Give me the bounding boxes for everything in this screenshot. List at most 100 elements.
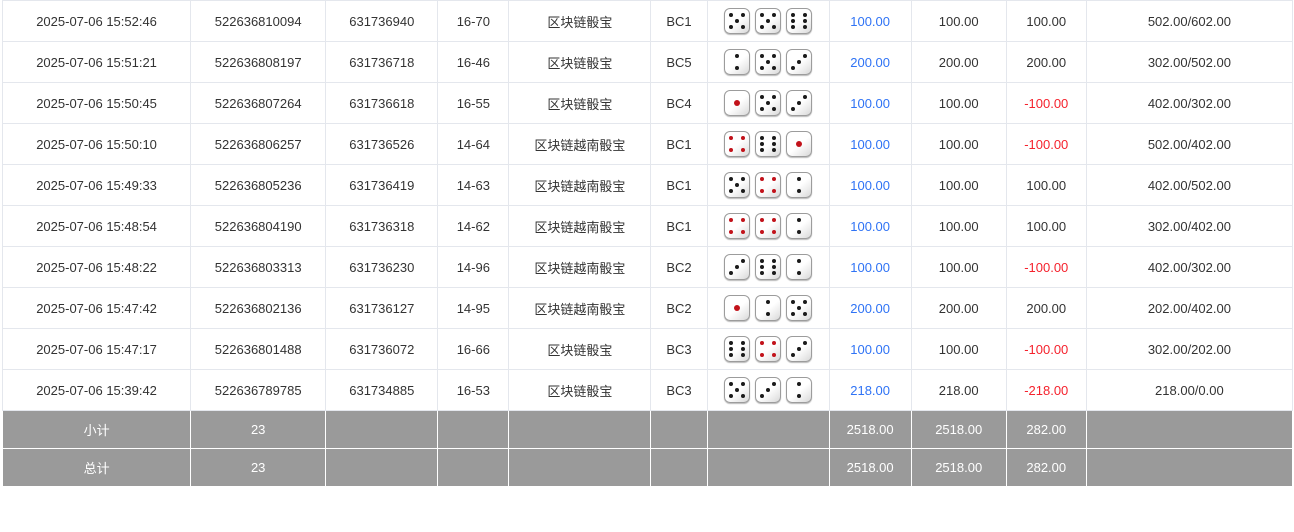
die-pip — [735, 54, 740, 58]
die-pip — [803, 13, 808, 17]
cell-bet-time: 2025-07-06 15:50:10 — [1, 123, 192, 165]
die-pip — [729, 382, 734, 386]
die-pip — [766, 312, 771, 316]
die-pip — [772, 382, 777, 386]
die-pip — [772, 13, 777, 17]
die-pip — [772, 177, 777, 181]
cell-balance: 402.00/302.00 — [1085, 246, 1294, 288]
summary-total-row: 总计 23 2518.00 2518.00 282.00 — [1, 448, 1294, 487]
summary-win-loss: 282.00 — [1005, 410, 1087, 449]
cell-valid-amount: 100.00 — [910, 328, 1007, 370]
die-pip — [729, 218, 734, 222]
die-pip — [803, 312, 808, 316]
summary-empty-code — [650, 448, 708, 487]
table-row[interactable]: 2025-07-06 15:47:17 522636801488 631736072… — [1, 328, 1294, 370]
cell-dice-result — [706, 328, 830, 370]
die-pip — [760, 265, 765, 269]
summary-empty-table — [437, 448, 510, 487]
table-row[interactable]: 2025-07-06 15:39:42 522636789785 631734885… — [1, 369, 1294, 411]
die-pip — [729, 25, 734, 29]
die-pip — [803, 54, 808, 58]
summary-bet-amount: 2518.00 — [828, 448, 912, 487]
die-pip — [760, 271, 765, 275]
cell-bet-amount: 100.00 — [828, 0, 912, 42]
die-pip — [741, 341, 746, 345]
summary-subtotal-row: 小计 23 2518.00 2518.00 282.00 — [1, 410, 1294, 449]
die-pip — [741, 382, 746, 386]
cell-round-no: 631736618 — [325, 82, 439, 124]
cell-valid-amount: 218.00 — [910, 369, 1007, 411]
die-face-5 — [724, 172, 751, 198]
die-face-5 — [755, 90, 782, 116]
die-face-3 — [786, 90, 813, 116]
table-row[interactable]: 2025-07-06 15:50:10 522636806257 631736526… — [1, 123, 1294, 165]
cell-balance: 402.00/302.00 — [1085, 82, 1294, 124]
bet-records-table: 2025-07-06 15:52:46 522636810094 631736940… — [1, 0, 1294, 487]
dice-group — [714, 8, 823, 34]
die-pip — [772, 66, 777, 70]
cell-bet-amount: 100.00 — [828, 328, 912, 370]
die-pip — [760, 66, 765, 70]
die-face-2 — [786, 254, 813, 280]
cell-dice-result — [706, 205, 830, 247]
cell-table-no: 16-46 — [437, 41, 510, 83]
cell-dice-result — [706, 82, 830, 124]
cell-order-no: 522636806257 — [190, 123, 327, 165]
cell-table-no: 16-53 — [437, 369, 510, 411]
die-pip — [760, 230, 765, 234]
die-face-6 — [755, 254, 782, 280]
die-pip — [741, 394, 746, 398]
cell-valid-amount: 200.00 — [910, 287, 1007, 329]
cell-game-name: 区块链骰宝 — [508, 41, 652, 83]
cell-win-loss: -100.00 — [1005, 82, 1087, 124]
cell-bet-amount: 100.00 — [828, 246, 912, 288]
cell-valid-amount: 200.00 — [910, 41, 1007, 83]
cell-table-no: 14-95 — [437, 287, 510, 329]
die-pip — [760, 54, 765, 58]
die-pip — [760, 394, 765, 398]
die-pip — [760, 341, 765, 345]
die-pip — [741, 347, 746, 351]
die-pip — [797, 347, 802, 351]
table-row[interactable]: 2025-07-06 15:49:33 522636805236 631736419… — [1, 164, 1294, 206]
cell-bet-amount: 200.00 — [828, 41, 912, 83]
table-row[interactable]: 2025-07-06 15:51:21 522636808197 631736718… — [1, 41, 1294, 83]
cell-table-no: 16-66 — [437, 328, 510, 370]
summary-empty-round — [325, 448, 439, 487]
table-row[interactable]: 2025-07-06 15:48:54 522636804190 631736318… — [1, 205, 1294, 247]
die-pip — [729, 13, 734, 17]
table-row[interactable]: 2025-07-06 15:52:46 522636810094 631736940… — [1, 0, 1294, 42]
cell-win-loss: 100.00 — [1005, 205, 1087, 247]
cell-win-loss: -100.00 — [1005, 328, 1087, 370]
die-pip — [797, 218, 802, 222]
die-pip — [766, 101, 771, 105]
die-pip — [741, 177, 746, 181]
cell-game-name: 区块链越南骰宝 — [508, 164, 652, 206]
cell-bet-code: BC4 — [650, 82, 708, 124]
dice-group — [714, 377, 823, 403]
table-row[interactable]: 2025-07-06 15:47:42 522636802136 631736127… — [1, 287, 1294, 329]
cell-order-no: 522636810094 — [190, 0, 327, 42]
cell-dice-result — [706, 41, 830, 83]
cell-game-name: 区块链越南骰宝 — [508, 246, 652, 288]
cell-bet-code: BC3 — [650, 328, 708, 370]
table-row[interactable]: 2025-07-06 15:48:22 522636803313 631736230… — [1, 246, 1294, 288]
table-row[interactable]: 2025-07-06 15:50:45 522636807264 631736618… — [1, 82, 1294, 124]
die-pip — [741, 148, 746, 152]
cell-order-no: 522636808197 — [190, 41, 327, 83]
die-pip — [760, 189, 765, 193]
die-face-4 — [724, 213, 751, 239]
cell-win-loss: -100.00 — [1005, 123, 1087, 165]
cell-order-no: 522636804190 — [190, 205, 327, 247]
die-face-3 — [786, 336, 813, 362]
cell-round-no: 631736318 — [325, 205, 439, 247]
die-pip — [729, 271, 734, 275]
cell-win-loss: 100.00 — [1005, 164, 1087, 206]
cell-round-no: 631736072 — [325, 328, 439, 370]
cell-dice-result — [706, 369, 830, 411]
cell-valid-amount: 100.00 — [910, 82, 1007, 124]
cell-order-no: 522636807264 — [190, 82, 327, 124]
die-pip — [772, 136, 777, 140]
cell-bet-time: 2025-07-06 15:48:54 — [1, 205, 192, 247]
cell-dice-result — [706, 0, 830, 42]
